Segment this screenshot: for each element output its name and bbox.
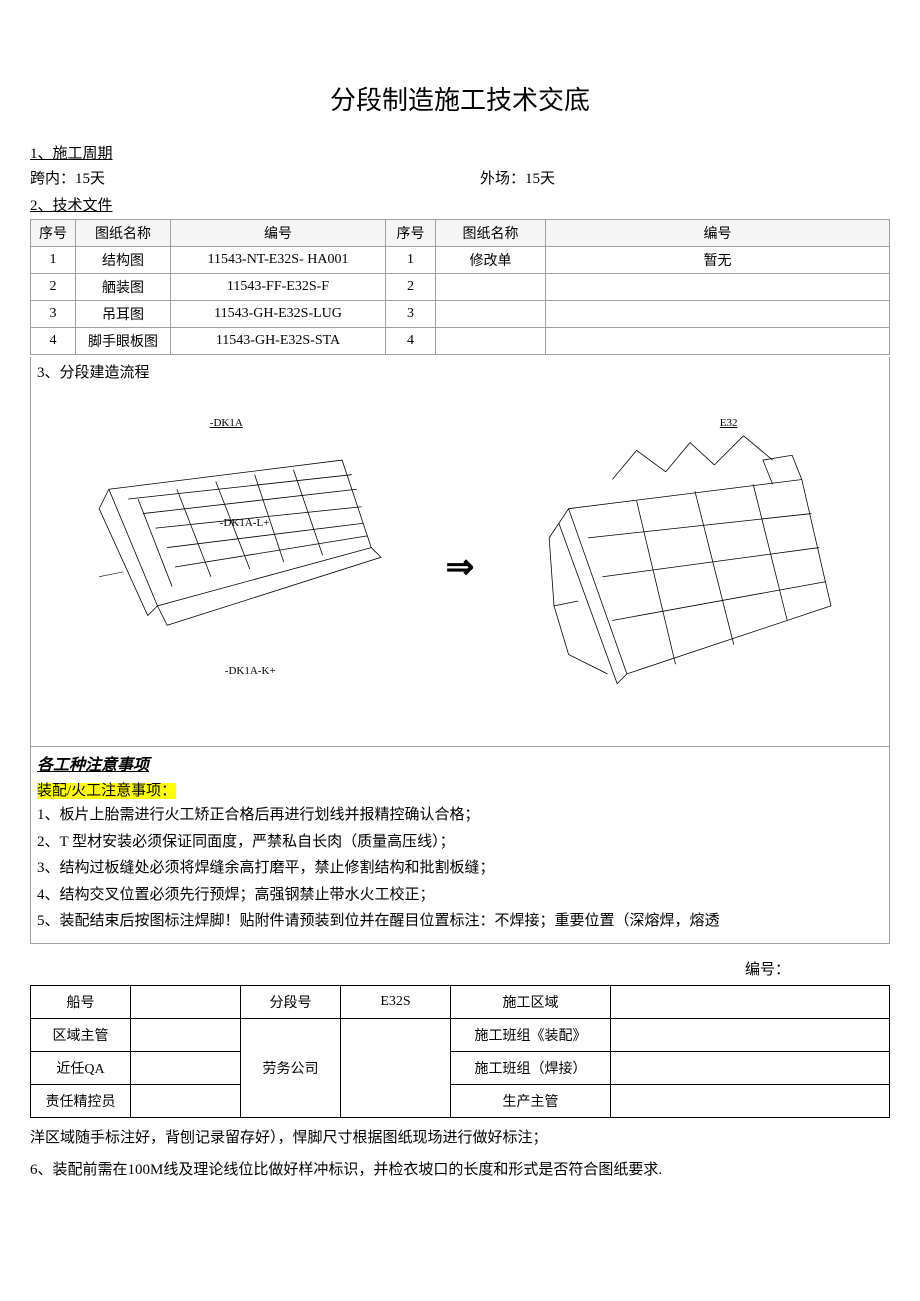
document-title: 分段制造施工技术交底 [30,80,890,117]
cell: 4 [386,328,436,355]
area-supervisor-label: 区域主管 [31,1018,131,1051]
diagram-label-right: E32 [720,417,738,429]
info-number-label: 编号： [30,958,890,979]
section3-container: 3、分段建造流程 -DK1A -DK1A-L+ -DK1A-K+ [30,357,890,747]
info-row: 区域主管 劳务公司 施工班组《装配》 [31,1018,890,1051]
cell: 3 [31,301,76,328]
cell: 1 [31,247,76,274]
cell: 结构图 [76,247,171,274]
diagram-right: E32 [520,427,850,707]
technical-documents-table: 序号 图纸名称 编号 序号 图纸名称 编号 1 结构图 11543-NT-E32… [30,219,890,355]
area-supervisor-value [131,1018,241,1051]
cell: 脚手眼板图 [76,328,171,355]
construction-area-label: 施工区域 [451,985,611,1018]
segment-number-label: 分段号 [241,985,341,1018]
cell [436,301,546,328]
arrow-icon: ⇒ [446,547,475,587]
col-num2: 编号 [546,220,890,247]
production-supervisor-label: 生产主管 [451,1084,611,1117]
production-supervisor-value [611,1084,890,1117]
col-seq2: 序号 [386,220,436,247]
period-indoor: 跨内：15天 [30,167,440,188]
cell: 11543-NT-E32S- HA001 [171,247,386,274]
note-line: 5、装配结束后按图标注焊脚！贴附件请预装到位并在醒目位置标注：不焊接；重要位置（… [37,910,883,933]
cell: 4 [31,328,76,355]
table-row: 1 结构图 11543-NT-E32S- HA001 1 修改单 暂无 [31,247,890,274]
cell: 11543-FF-E32S-F [171,274,386,301]
cell: 暂无 [546,247,890,274]
table-row: 3 吊耳图 11543-GH-E32S-LUG 3 [31,301,890,328]
diagram-left: -DK1A -DK1A-L+ -DK1A-K+ [70,427,400,707]
info-table: 船号 分段号 E32S 施工区域 区域主管 劳务公司 施工班组《装配》 近任QA… [30,985,890,1118]
wireframe-right-icon [520,427,850,707]
cell [546,328,890,355]
process-diagram-area: -DK1A -DK1A-L+ -DK1A-K+ [37,382,883,742]
cell: 11543-GH-E32S-LUG [171,301,386,328]
assembly-team-label: 施工班组《装配》 [451,1018,611,1051]
trailing-line-1: 洋区域随手标注好，背刨记录留存好），悍脚尺寸根据图纸现场进行做好标注； [30,1126,890,1150]
welding-team-value [611,1051,890,1084]
segment-number-value: E32S [341,985,451,1018]
section1-header: 1、施工周期 [30,142,890,163]
info-row: 近任QA 施工班组（焊接） [31,1051,890,1084]
col-num1: 编号 [171,220,386,247]
table-header-row: 序号 图纸名称 编号 序号 图纸名称 编号 [31,220,890,247]
cell: 2 [31,274,76,301]
col-name1: 图纸名称 [76,220,171,247]
welding-team-label: 施工班组（焊接） [451,1051,611,1084]
cell: 3 [386,301,436,328]
note-line: 3、结构过板缝处必须将焊缝余高打磨平，禁止修割结构和批割板缝； [37,857,883,880]
notes-section: 各工种注意事项 装配/火工注意事项： 1、板片上胎需进行火工矫正合格后再进行划线… [30,747,890,944]
ship-number-value [131,985,241,1018]
diagram-label-top: -DK1A [210,417,243,429]
col-seq1: 序号 [31,220,76,247]
cell [546,274,890,301]
notes-subtitle: 装配/火工注意事项： [37,783,176,799]
info-row: 船号 分段号 E32S 施工区域 [31,985,890,1018]
labor-company-label: 劳务公司 [241,1018,341,1117]
labor-company-value [341,1018,451,1117]
notes-title: 各工种注意事项 [37,751,883,775]
col-name2: 图纸名称 [436,220,546,247]
qa-value [131,1051,241,1084]
construction-area-value [611,985,890,1018]
cell [436,274,546,301]
section3-header: 3、分段建造流程 [37,361,883,382]
table-row: 2 舾装图 11543-FF-E32S-F 2 [31,274,890,301]
assembly-team-value [611,1018,890,1051]
info-row: 责任精控员 生产主管 [31,1084,890,1117]
construction-period-row: 跨内：15天 外场：15天 [30,167,890,188]
cell [436,328,546,355]
table-row: 4 脚手眼板图 11543-GH-E32S-STA 4 [31,328,890,355]
cell: 1 [386,247,436,274]
precision-controller-value [131,1084,241,1117]
note-line: 4、结构交叉位置必须先行预焊；高强钢禁止带水火工校正； [37,884,883,907]
cell: 修改单 [436,247,546,274]
ship-number-label: 船号 [31,985,131,1018]
cell: 11543-GH-E32S-STA [171,328,386,355]
section2-header: 2、技术文件 [30,194,890,215]
cell: 2 [386,274,436,301]
note-line: 2、T 型材安装必须保证同面度，严禁私自长肉（质量高压线）； [37,831,883,854]
precision-controller-label: 责任精控员 [31,1084,131,1117]
note-line: 1、板片上胎需进行火工矫正合格后再进行划线并报精控确认合格； [37,804,883,827]
qa-label: 近任QA [31,1051,131,1084]
period-outdoor: 外场：15天 [440,167,890,188]
cell: 舾装图 [76,274,171,301]
diagram-label-bot: -DK1A-K+ [225,665,276,677]
diagram-label-mid: -DK1A-L+ [220,517,270,529]
cell [546,301,890,328]
cell: 吊耳图 [76,301,171,328]
trailing-line-2: 6、装配前需在100M线及理论线位比做好样冲标识，并检衣坡口的长度和形式是否符合… [30,1158,890,1182]
